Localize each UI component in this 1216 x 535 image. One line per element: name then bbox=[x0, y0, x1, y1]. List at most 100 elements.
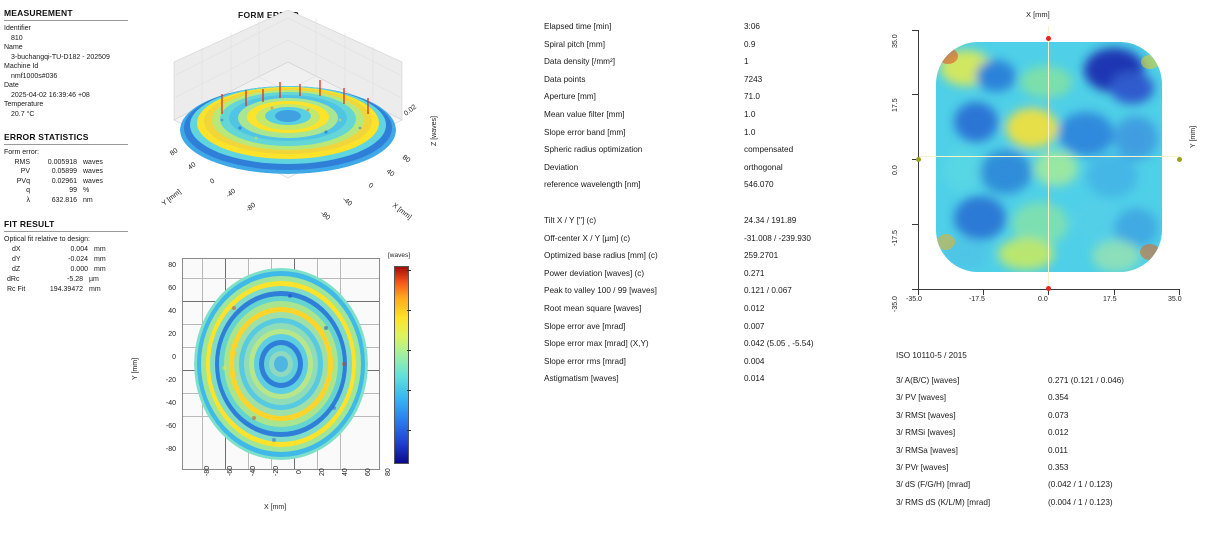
param-row: Elapsed time [min] 3:06 bbox=[544, 18, 874, 36]
fit-key: dZ bbox=[12, 266, 21, 274]
axis-tick-y-40: 40 bbox=[187, 161, 198, 171]
marker-bottom bbox=[1046, 286, 1051, 291]
param-row: Deviation orthogonal bbox=[544, 159, 874, 177]
iso-label: 3/ RMSt [waves] bbox=[896, 410, 956, 420]
fit-unit: µm bbox=[89, 276, 99, 284]
param-value: 546.070 bbox=[744, 180, 774, 190]
iso-standard-panel: ISO 10110-5 / 2015 3/ A(B/C) [waves] 0.27… bbox=[896, 348, 1206, 511]
name-value: 3-buchangqi-TU-D182 - 202509 bbox=[11, 53, 110, 61]
y-tick-40: 40 bbox=[168, 308, 176, 315]
iso-label: 3/ PVr [waves] bbox=[896, 463, 949, 473]
result-label: Slope error rms [mrad] bbox=[544, 356, 626, 366]
section-divider bbox=[4, 20, 128, 21]
stat-row: λ 632.816 nm bbox=[4, 196, 132, 206]
param-value: 1.0 bbox=[744, 109, 756, 119]
fit-result-caption: Optical fit relative to design: bbox=[4, 236, 90, 244]
heatmap-plot-area bbox=[918, 26, 1180, 288]
param-value: 71.0 bbox=[744, 92, 760, 102]
stat-value: 0.02961 bbox=[51, 177, 77, 185]
stat-unit: waves bbox=[83, 177, 103, 185]
heatmap-axis-label-x-top: X [mm] bbox=[1026, 10, 1050, 19]
error-statistics-section-title: ERROR STATISTICS bbox=[4, 132, 89, 142]
param-row: Spiral pitch [mm] 0.9 bbox=[544, 36, 874, 54]
y-tick-neg20: -20 bbox=[165, 377, 176, 384]
axis-label-x: X [mm] bbox=[391, 202, 413, 221]
fit-key: Rc Fit bbox=[7, 286, 26, 294]
iso-row: 3/ RMSi [waves] 0.012 bbox=[896, 424, 1206, 441]
heatmap-y-tick-35: 35.0 bbox=[892, 34, 899, 48]
result-label: Power deviation [waves] (c) bbox=[544, 268, 645, 278]
y-tick-80: 80 bbox=[168, 262, 176, 269]
axis-tick-y-neg40: -40 bbox=[225, 188, 237, 200]
result-value: -31.008 / -239.930 bbox=[744, 233, 811, 243]
date-label: Date bbox=[4, 82, 19, 89]
result-row: Off-center X / Y [µm] (c) -31.008 / -239.… bbox=[544, 230, 874, 248]
axis-tick-x-neg40: -40 bbox=[341, 196, 353, 208]
iso-row: 3/ dS (F/G/H) [mrad] (0.042 / 1 / 0.123) bbox=[896, 476, 1206, 493]
iso-label: 3/ RMSa [waves] bbox=[896, 445, 958, 455]
axis-tick-y-80: 80 bbox=[169, 147, 180, 157]
x-tick-neg40: -40 bbox=[250, 465, 257, 476]
result-value: 0.007 bbox=[744, 321, 765, 331]
iso-value: 0.354 bbox=[1048, 393, 1069, 403]
stat-row: PVq 0.02961 waves bbox=[4, 177, 132, 187]
fit-unit: mm bbox=[89, 286, 101, 294]
result-value: 0.271 bbox=[744, 268, 765, 278]
y-tick-20: 20 bbox=[168, 331, 176, 338]
axis-tick-x-neg80: -80 bbox=[319, 210, 331, 222]
y-tick-neg40: -40 bbox=[165, 400, 176, 407]
param-label: Slope error band [mm] bbox=[544, 127, 626, 137]
heatmap-x-tick-neg175: -17.5 bbox=[969, 296, 985, 303]
iso-row: 3/ RMSa [waves] 0.011 bbox=[896, 442, 1206, 459]
fit-row: dRc -5.28 µm bbox=[4, 275, 132, 285]
param-row: reference wavelength [nm] 546.070 bbox=[544, 176, 874, 194]
stat-key: PV bbox=[20, 168, 30, 176]
fit-key: dRc bbox=[7, 276, 20, 284]
axis-tick-x-0: 0 bbox=[367, 182, 374, 190]
result-label: Root mean square [waves] bbox=[544, 303, 642, 313]
heatmap-y-tick-0: 0.0 bbox=[892, 165, 899, 175]
param-value: 1.0 bbox=[744, 127, 756, 137]
marker-left bbox=[916, 157, 921, 162]
stat-unit: nm bbox=[83, 196, 93, 204]
heatmap-x-tick-0: 0.0 bbox=[1038, 296, 1048, 303]
form-error-caption: Form error: bbox=[4, 149, 39, 156]
param-row: Data points 7243 bbox=[544, 71, 874, 89]
param-label: Mean value filter [mm] bbox=[544, 109, 625, 119]
temperature-label: Temperature bbox=[4, 101, 44, 108]
marker-top bbox=[1046, 36, 1051, 41]
x-tick-20: 20 bbox=[319, 468, 326, 476]
parameters-panel: Elapsed time [min] 3:06 Spiral pitch [mm]… bbox=[544, 18, 874, 388]
y-tick-60: 60 bbox=[168, 285, 176, 292]
iso-value: 0.271 (0.121 / 0.046) bbox=[1048, 376, 1125, 385]
axis-label-y-2d: Y [mm] bbox=[132, 357, 139, 380]
machine-id-value: nmf1000s#036 bbox=[11, 72, 58, 80]
heatmap-axis-label-y: Y [mm] bbox=[1190, 125, 1197, 148]
marker-right bbox=[1177, 157, 1182, 162]
param-label: Data density [/mm²] bbox=[544, 57, 615, 67]
fit-unit: mm bbox=[94, 256, 106, 264]
stat-value: 632.816 bbox=[51, 196, 77, 204]
stat-unit: waves bbox=[83, 158, 103, 166]
fit-key: dY bbox=[12, 256, 21, 264]
map-plot-area bbox=[182, 258, 380, 470]
heatmap-y-tick-neg35: -35.0 bbox=[892, 296, 899, 312]
fit-value: -0.024 bbox=[68, 256, 88, 264]
stat-unit: % bbox=[83, 187, 90, 195]
stat-value: 99 bbox=[69, 187, 77, 195]
form-error-3d-chart: FORM ERROR bbox=[130, 10, 450, 235]
iso-value: (0.042 / 1 / 0.123) bbox=[1048, 480, 1113, 490]
iso-row: 3/ PVr [waves] 0.353 bbox=[896, 459, 1206, 476]
param-label: Deviation bbox=[544, 162, 579, 172]
form-error-3d-canvas: 80 40 0 -40 -80 Y [mm] -80 -40 0 40 80 X… bbox=[161, 10, 438, 222]
stat-key: PVq bbox=[16, 177, 30, 185]
result-row: Slope error rms [mrad] 0.004 bbox=[544, 353, 874, 371]
x-tick-neg80: -80 bbox=[204, 465, 211, 476]
result-value: 0.012 bbox=[744, 303, 765, 313]
axis-tick-y-neg80: -80 bbox=[245, 202, 257, 214]
result-row: Root mean square [waves] 0.012 bbox=[544, 300, 874, 318]
fit-value: -5.28 bbox=[67, 276, 83, 284]
iso-value: 0.073 bbox=[1048, 410, 1069, 420]
x-tick-0: 0 bbox=[296, 470, 303, 474]
result-label: Slope error max [mrad] (X,Y) bbox=[544, 339, 649, 349]
